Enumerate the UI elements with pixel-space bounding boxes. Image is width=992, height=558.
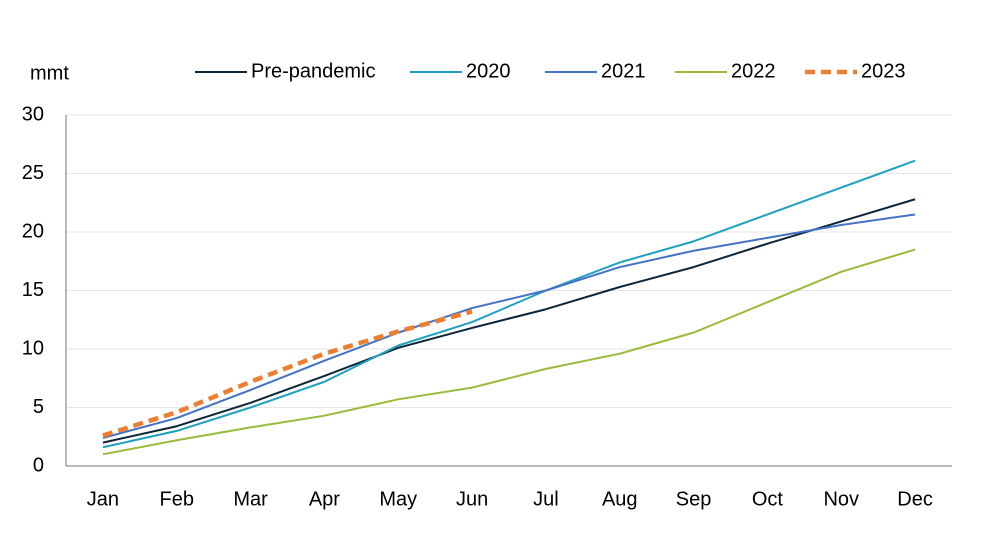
y-tick-label: 5 [33, 396, 44, 418]
x-tick-label: Jan [87, 488, 119, 510]
x-tick-label: Feb [160, 488, 194, 510]
x-tick-label: Aug [602, 488, 638, 510]
x-tick-label: Jul [533, 488, 559, 510]
series-line [102, 159, 916, 449]
x-tick-label: Apr [309, 488, 340, 510]
x-tick-label: Mar [233, 488, 268, 510]
legend-label: 2021 [601, 60, 646, 82]
y-tick-label: 30 [22, 103, 44, 125]
legend-label: Pre-pandemic [251, 60, 376, 82]
x-tick-label: Nov [823, 488, 859, 510]
series-line [102, 309, 473, 438]
legend-label: 2023 [861, 60, 906, 82]
legend-label: 2020 [466, 60, 511, 82]
x-tick-label: May [379, 488, 417, 510]
y-axis-label: mmt [30, 62, 69, 84]
y-tick-label: 10 [22, 337, 44, 359]
y-tick-label: 15 [22, 279, 44, 301]
legend-label: 2022 [731, 60, 776, 82]
x-tick-label: Jun [456, 488, 488, 510]
y-tick-label: 20 [22, 220, 44, 242]
x-tick-label: Sep [676, 488, 712, 510]
x-tick-label: Dec [897, 488, 933, 510]
series-line [102, 198, 916, 444]
y-tick-label: 0 [33, 454, 44, 476]
series-line [102, 213, 916, 439]
x-tick-label: Oct [752, 488, 784, 510]
y-tick-label: 25 [22, 162, 44, 184]
series-line [102, 248, 916, 456]
